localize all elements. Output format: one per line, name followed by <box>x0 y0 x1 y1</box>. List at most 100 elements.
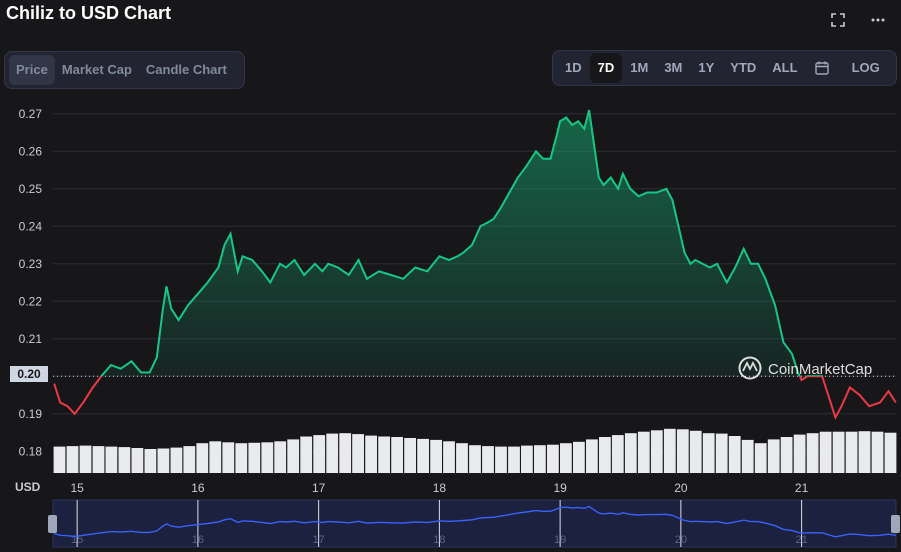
current-price-tag: 0.20 <box>10 366 48 382</box>
volume-bar <box>365 435 377 473</box>
volume-bar <box>443 441 455 473</box>
volume-bar <box>196 443 209 473</box>
volume-bar <box>118 447 131 473</box>
y-axis-ticks: 0.27 0.26 0.25 0.24 0.23 0.22 0.21 0.20 0.19 0.18 <box>19 107 43 459</box>
x-tick-label: 18 <box>433 481 447 495</box>
volume-bar <box>534 445 546 473</box>
volume-bar <box>819 431 832 473</box>
volume-bar <box>105 446 118 473</box>
navigator-tick-label: 19 <box>554 534 566 546</box>
volume-bar <box>586 439 598 473</box>
volume-bar <box>157 448 170 473</box>
volume-bar <box>417 438 429 473</box>
x-tick-label: 21 <box>795 481 809 495</box>
volume-bar <box>378 436 390 473</box>
volume-bar <box>599 437 611 473</box>
volume-bar <box>209 441 222 473</box>
volume-bar <box>547 444 559 473</box>
watermark-text: CoinMarketCap <box>768 361 872 378</box>
volume-bar <box>845 431 858 473</box>
volume-bar <box>456 443 468 473</box>
y-tick-label: 0.23 <box>19 257 43 271</box>
timeframe-selector: 1D 7D 1M 3M 1Y YTD ALL LOG <box>552 50 897 86</box>
volume-bar <box>183 446 196 473</box>
x-tick-label: 16 <box>191 481 205 495</box>
volume-bar <box>676 429 689 473</box>
volume-bar <box>170 447 183 473</box>
timeframe-1y[interactable]: 1Y <box>698 60 715 75</box>
volume-bar <box>624 433 637 473</box>
volume-bar <box>702 433 715 473</box>
volume-bars <box>53 428 897 473</box>
navigator: 15 16 17 18 19 20 21 <box>52 499 897 548</box>
tab-candle-chart[interactable]: Candle Chart <box>145 62 227 77</box>
tab-price[interactable]: Price <box>9 55 55 85</box>
price-line-down <box>53 376 897 421</box>
x-tick-label: 15 <box>70 481 84 495</box>
volume-bar <box>871 431 884 473</box>
volume-bar <box>144 449 157 473</box>
volume-bar <box>92 446 105 473</box>
volume-bar <box>611 435 624 473</box>
volume-bar <box>495 446 507 473</box>
volume-bar <box>754 443 767 473</box>
calendar-icon[interactable] <box>806 53 838 83</box>
volume-bar <box>806 433 819 473</box>
y-tick-label: 0.26 <box>19 144 43 158</box>
volume-bar <box>521 445 533 473</box>
timeframe-all[interactable]: ALL <box>772 60 798 75</box>
timeframe-1d[interactable]: 1D <box>565 60 582 75</box>
navigator-line <box>53 505 896 538</box>
volume-bar <box>339 433 352 473</box>
navigator-tick-label: 16 <box>192 534 204 546</box>
coinmarketcap-watermark: CoinMarketCap <box>738 356 872 380</box>
timeframe-7d[interactable]: 7D <box>589 53 623 83</box>
price-line-up <box>100 109 824 377</box>
volume-bar <box>261 442 274 473</box>
volume-bar <box>728 436 741 473</box>
navigator-handle-left[interactable] <box>48 515 57 533</box>
volume-bar <box>313 435 326 473</box>
volume-bar <box>391 437 403 473</box>
timeframe-3m[interactable]: 3M <box>664 60 683 75</box>
volume-bar <box>287 439 300 473</box>
volume-bar <box>508 446 520 473</box>
current-price-label: 0.20 <box>17 367 41 381</box>
x-axis-ticks: 15 16 17 18 19 20 21 <box>70 481 808 495</box>
y-tick-label: 0.24 <box>19 219 43 233</box>
tab-market-cap[interactable]: Market Cap <box>61 62 132 77</box>
volume-bar <box>793 434 806 473</box>
x-tick-label: 19 <box>553 481 567 495</box>
navigator-ticks: 15 16 17 18 19 20 21 <box>71 500 808 547</box>
volume-bar <box>884 432 897 473</box>
timeframe-1m[interactable]: 1M <box>630 60 649 75</box>
y-tick-label: 0.25 <box>19 182 43 196</box>
volume-bar <box>715 433 728 473</box>
volume-bar <box>780 437 793 473</box>
navigator-tick-label: 21 <box>795 534 807 546</box>
volume-bar <box>560 443 572 473</box>
volume-bar <box>650 430 663 473</box>
volume-bar <box>248 442 261 473</box>
y-tick-label: 0.22 <box>19 294 43 308</box>
navigator-handle-right[interactable] <box>891 515 900 533</box>
volume-bar <box>741 439 754 473</box>
volume-bar <box>66 446 79 473</box>
x-tick-label: 17 <box>312 481 326 495</box>
price-area <box>54 110 896 377</box>
y-tick-label: 0.20 <box>19 369 43 383</box>
log-scale-toggle[interactable]: LOG <box>851 60 880 75</box>
volume-bar <box>573 441 585 473</box>
timeframe-ytd[interactable]: YTD <box>730 60 757 75</box>
more-horizontal-icon[interactable] <box>866 8 890 32</box>
navigator-tick-label: 15 <box>71 534 83 546</box>
volume-bar <box>430 439 442 473</box>
volume-bar <box>79 445 92 473</box>
fullscreen-icon[interactable] <box>826 8 850 32</box>
volume-bar <box>222 442 235 473</box>
volume-bar <box>235 443 248 473</box>
volume-bar <box>663 428 676 473</box>
y-tick-label: 0.21 <box>19 332 43 346</box>
volume-bar <box>689 430 702 473</box>
y-tick-label: 0.19 <box>19 407 43 421</box>
